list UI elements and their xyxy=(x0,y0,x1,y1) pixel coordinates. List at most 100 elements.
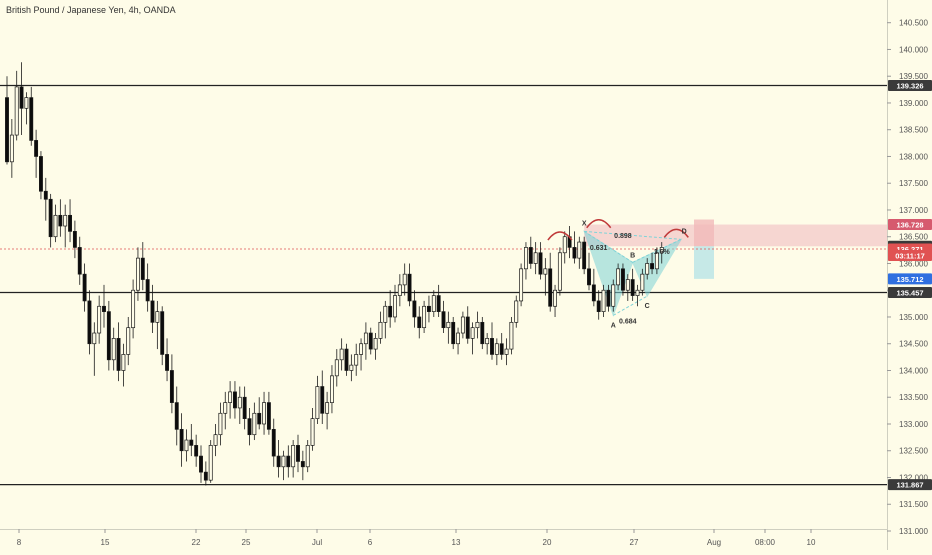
candle-body-down xyxy=(29,97,34,141)
price-label-bg xyxy=(888,219,932,231)
candle-body-up xyxy=(397,284,402,296)
x-tick-label: 13 xyxy=(452,538,461,547)
candle-body-up xyxy=(315,386,320,419)
y-tick-label: 134.000 xyxy=(899,366,928,375)
candle-body-down xyxy=(43,190,48,200)
candle-body-down xyxy=(271,428,276,457)
y-tick-label: 136.000 xyxy=(899,259,928,268)
y-tick-label: 140.000 xyxy=(899,45,928,54)
candle-body-up xyxy=(53,214,58,238)
candle-body-up xyxy=(184,439,189,452)
x-tick-label: 10 xyxy=(807,538,816,547)
ratio-label: 0.631 xyxy=(590,245,608,252)
y-tick-label: 135.000 xyxy=(899,313,928,322)
x-tick-label: 15 xyxy=(101,538,110,547)
price-label: 136.728 xyxy=(896,221,923,230)
candle-body-up xyxy=(213,434,218,446)
candle-body-up xyxy=(252,412,257,436)
y-tick-label: 132.000 xyxy=(899,473,928,482)
candle-body-down xyxy=(233,391,237,409)
candle-body-down xyxy=(480,321,485,345)
x-tick-label: Aug xyxy=(707,538,721,547)
candle-body-down xyxy=(68,214,72,232)
candle-body-up xyxy=(262,402,267,425)
candle-body-up xyxy=(383,305,388,323)
candle-body-up xyxy=(237,396,242,409)
candle-body-up xyxy=(422,305,427,329)
candle-body-down xyxy=(441,311,446,329)
candle-body-up xyxy=(136,257,140,291)
price-label: 135.457 xyxy=(896,289,923,298)
candle-body-down xyxy=(300,461,305,468)
target-zone-layer xyxy=(584,219,887,279)
candle-body-down xyxy=(194,445,199,457)
candle-body-down xyxy=(538,252,543,275)
candle-body-up xyxy=(640,273,645,291)
candle-body-up xyxy=(625,279,630,291)
candle-body-up xyxy=(616,268,621,286)
candle-body-up xyxy=(470,327,475,339)
x-tick-label: 6 xyxy=(368,538,373,547)
candle-body-up xyxy=(126,327,131,355)
annotations-layer: X A B C D 0.631 0.898 0.684 1.6% xyxy=(547,219,689,329)
x-tick-label: 08:00 xyxy=(755,538,776,547)
candle-body-up xyxy=(9,134,14,163)
y-tick-label: 139.000 xyxy=(899,99,928,108)
candle-body-down xyxy=(189,439,194,446)
candle-body-up xyxy=(359,343,364,355)
y-tick-label: 137.500 xyxy=(899,179,928,188)
candle-body-down xyxy=(582,241,587,270)
candle-body-down xyxy=(407,273,412,302)
price-label: 136.271 xyxy=(896,245,923,254)
candle-body-up xyxy=(494,343,499,355)
candle-body-down xyxy=(499,343,504,355)
candle-body-down xyxy=(72,231,77,248)
candle-body-up xyxy=(92,332,97,345)
ratio-label: 0.898 xyxy=(614,233,632,240)
candle-body-up xyxy=(601,289,606,312)
candle-body-down xyxy=(587,268,591,286)
candle-body-up xyxy=(208,445,213,481)
price-label-bg xyxy=(888,249,932,261)
candle-body-up xyxy=(456,332,461,345)
candle-body-down xyxy=(548,268,553,307)
y-tick-label: 139.500 xyxy=(899,72,928,81)
candle-body-up xyxy=(373,338,378,350)
candle-body-up xyxy=(63,214,68,227)
ratio-label: 1.6% xyxy=(654,249,671,256)
point-label-a: A xyxy=(611,322,616,329)
x-tick-label: 25 xyxy=(242,538,251,547)
candle-body-down xyxy=(48,198,53,238)
candle-body-down xyxy=(591,284,596,302)
candle-body-down xyxy=(242,396,247,419)
candle-body-down xyxy=(150,300,155,323)
candle-body-up xyxy=(121,354,126,371)
candle-body-up xyxy=(460,316,465,334)
candle-body-up xyxy=(325,402,330,414)
candle-body-up xyxy=(431,295,436,312)
candle-body-down xyxy=(296,445,300,462)
time-axis[interactable]: 8 15 22 25 Jul 6 13 20 27 Aug 08:00 10 xyxy=(17,529,816,547)
candle-body-down xyxy=(102,305,106,312)
price-axis[interactable]: 140.500 140.000 139.500 139.000 138.500 138.0… xyxy=(887,19,928,536)
prz-zone xyxy=(584,224,887,247)
level-label: 131.867 xyxy=(896,481,923,490)
candle-body-down xyxy=(140,257,145,280)
chart-title: British Pound / Japanese Yen, 4h, OANDA xyxy=(6,5,176,15)
candle-body-down xyxy=(344,348,349,371)
candle-body-down xyxy=(165,354,169,371)
price-label-bg xyxy=(888,287,932,299)
xd-ratio-line xyxy=(584,230,682,240)
candle-body-up xyxy=(363,332,368,345)
ac-ratio-line xyxy=(613,295,648,316)
candle-body-down xyxy=(145,279,150,302)
candle-body-down xyxy=(620,268,625,291)
y-tick-label: 132.500 xyxy=(899,447,928,456)
candle-body-up xyxy=(519,268,524,302)
candle-body-up xyxy=(504,348,509,355)
candle-body-down xyxy=(19,86,24,109)
candle-body-down xyxy=(169,370,174,403)
candle-body-down xyxy=(572,247,577,259)
